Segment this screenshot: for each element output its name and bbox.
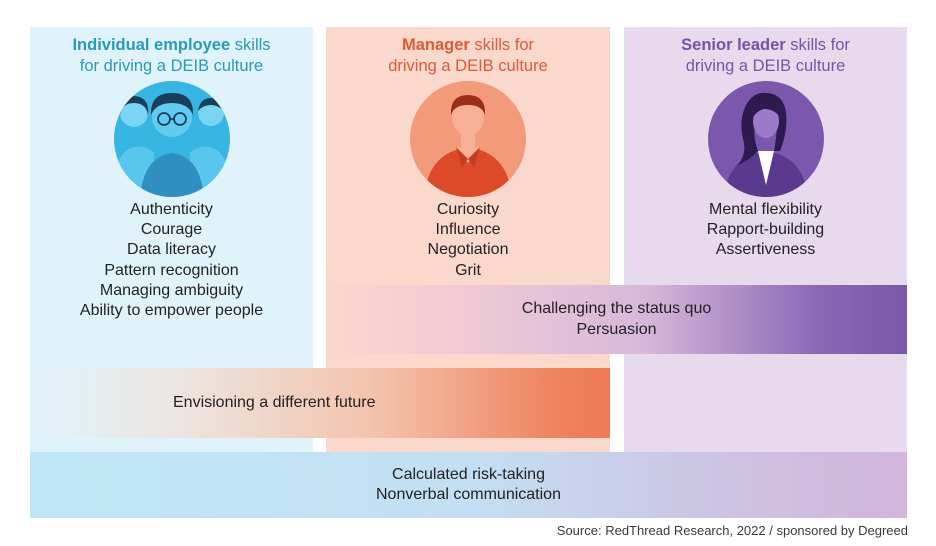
skill-item: Authenticity — [130, 201, 213, 218]
skill-item: Mental flexibility — [709, 201, 822, 218]
individual-employee-title: Individual employee skills for driving a… — [72, 36, 271, 75]
manager-title: Manager skills for driving a DEIB cultur… — [388, 36, 548, 75]
band-skill-item: Calculated risk-taking — [392, 465, 545, 483]
band-skill-item: Envisioning a different future — [173, 393, 376, 411]
skill-item: Rapport-building — [706, 221, 825, 239]
shared-skills-band-manager-senior: Challenging the status quo Persuasion — [326, 285, 907, 354]
skill-item: Data literacy — [127, 241, 216, 259]
group-of-people-icon — [113, 81, 230, 197]
skill-item: Assertiveness — [715, 241, 816, 259]
skill-item: Courage — [140, 221, 203, 239]
senior-leader-skills-list: Mental flexibility Rapport-building Asse… — [624, 200, 907, 261]
skill-item: Ability to empower people — [79, 302, 264, 320]
skill-item: Curiosity — [436, 201, 500, 218]
individual-skills-list: Authenticity Courage Data literacy Patte… — [30, 200, 313, 321]
band-skill-item: Challenging the status quo — [521, 300, 712, 318]
skill-item: Managing ambiguity — [99, 281, 244, 299]
band-skill-item: Nonverbal communication — [376, 486, 561, 503]
skill-item: Negotiation — [427, 241, 509, 259]
source-caption: Source: RedThread Research, 2022 / spons… — [556, 523, 908, 538]
skill-item: Grit — [455, 261, 481, 279]
senior-leader-woman-icon — [707, 81, 824, 197]
skill-item: Influence — [435, 221, 501, 239]
skill-item: Pattern recognition — [104, 261, 239, 279]
senior-leader-title: Senior leader skills for driving a DEIB … — [681, 36, 850, 75]
band-skill-item: Persuasion — [576, 320, 657, 338]
shared-skills-band-all-levels: Calculated risk-taking Nonverbal communi… — [30, 452, 907, 518]
manager-skills-list: Curiosity Influence Negotiation Grit — [326, 200, 610, 281]
shared-skills-band-individual-manager: Envisioning a different future — [30, 368, 610, 438]
senior-leader-column: Senior leader skills for driving a DEIB … — [624, 27, 907, 452]
manager-person-icon — [410, 81, 526, 197]
